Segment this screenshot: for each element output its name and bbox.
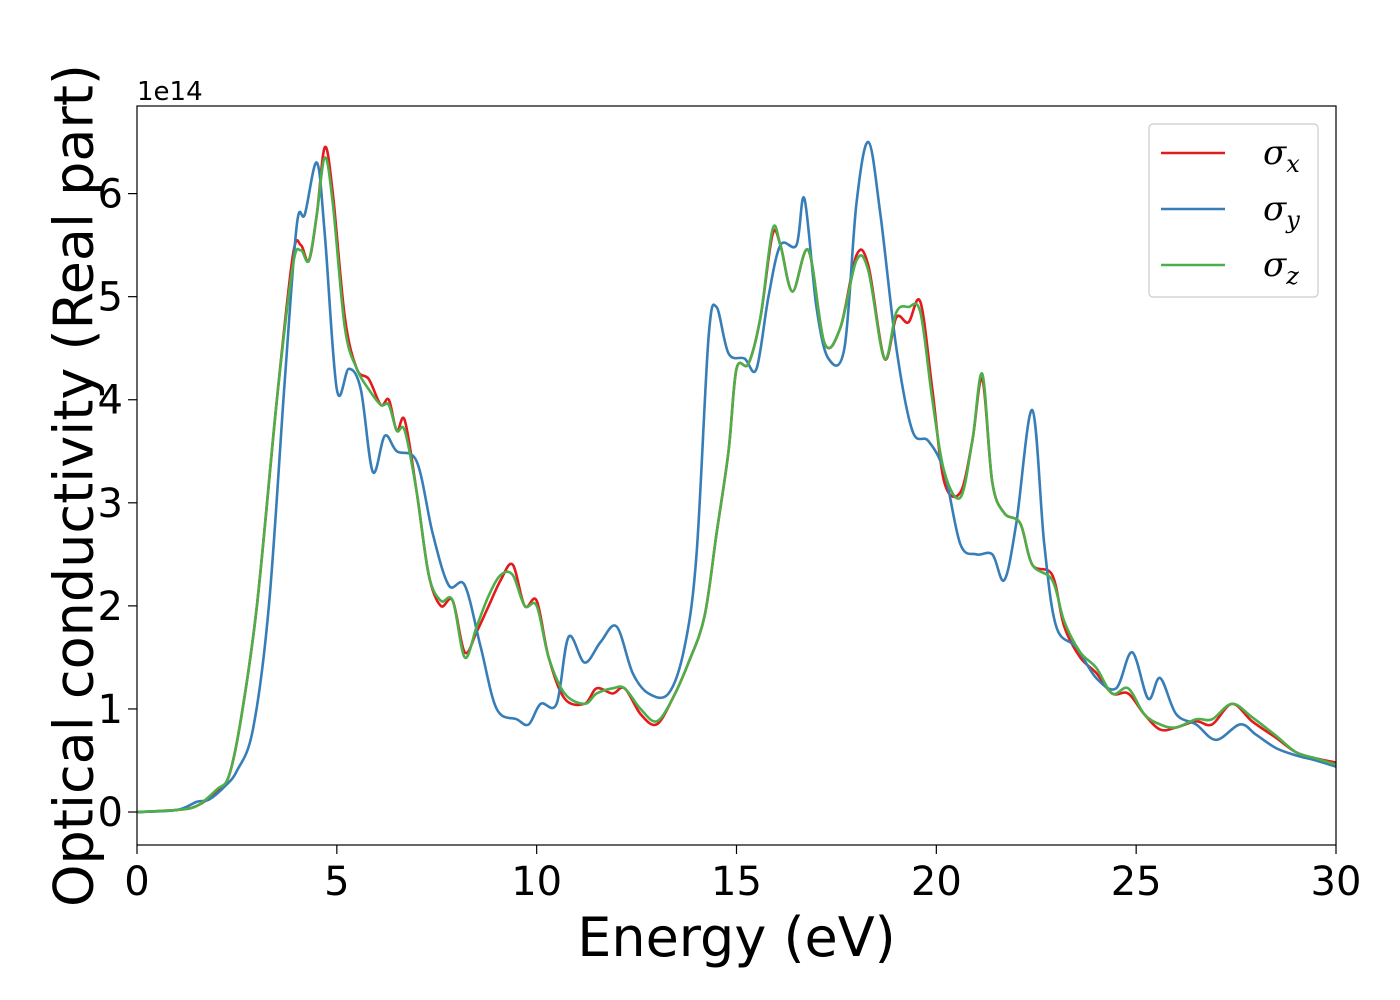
series-line-z — [136, 156, 1337, 814]
legend-symbol: σ — [1263, 133, 1287, 173]
legend-label-x: σx — [1263, 133, 1300, 178]
y-axis: 0 1 2 3 4 5 6 — [98, 172, 137, 836]
x-tick-label: 30 — [1311, 859, 1362, 905]
y-tick-label: 6 — [98, 172, 123, 218]
y-tick-label: 1 — [98, 687, 123, 733]
legend-label-y: σy — [1263, 189, 1300, 234]
legend-label-z: σz — [1263, 245, 1299, 290]
x-axis: 0 5 10 15 20 25 30 — [124, 845, 1361, 905]
x-tick-label: 20 — [911, 859, 962, 905]
x-tick-label: 10 — [511, 859, 562, 905]
legend-box — [1148, 123, 1319, 298]
y-tick-label: 4 — [98, 378, 123, 424]
y-tick-label: 5 — [98, 275, 123, 321]
legend-symbol: σ — [1263, 245, 1287, 285]
y-axis-label: Optical conductivity (Real part) — [43, 64, 106, 907]
x-tick-label: 25 — [1111, 859, 1162, 905]
y-tick-label: 2 — [98, 584, 123, 630]
legend-subscript: z — [1285, 262, 1299, 290]
y-tick-label: 3 — [98, 481, 123, 527]
y-offset-label: 1e14 — [137, 77, 203, 107]
legend-subscript: x — [1286, 150, 1300, 178]
series-line-y — [136, 140, 1337, 814]
x-axis-label: Energy (eV) — [577, 906, 896, 969]
legend-symbol: σ — [1263, 189, 1287, 229]
x-tick-label: 15 — [711, 859, 762, 905]
y-tick-label: 0 — [98, 790, 123, 836]
legend-subscript: y — [1285, 206, 1300, 234]
x-tick-label: 0 — [124, 859, 149, 905]
x-tick-label: 5 — [324, 859, 349, 905]
series-layer — [136, 140, 1337, 814]
